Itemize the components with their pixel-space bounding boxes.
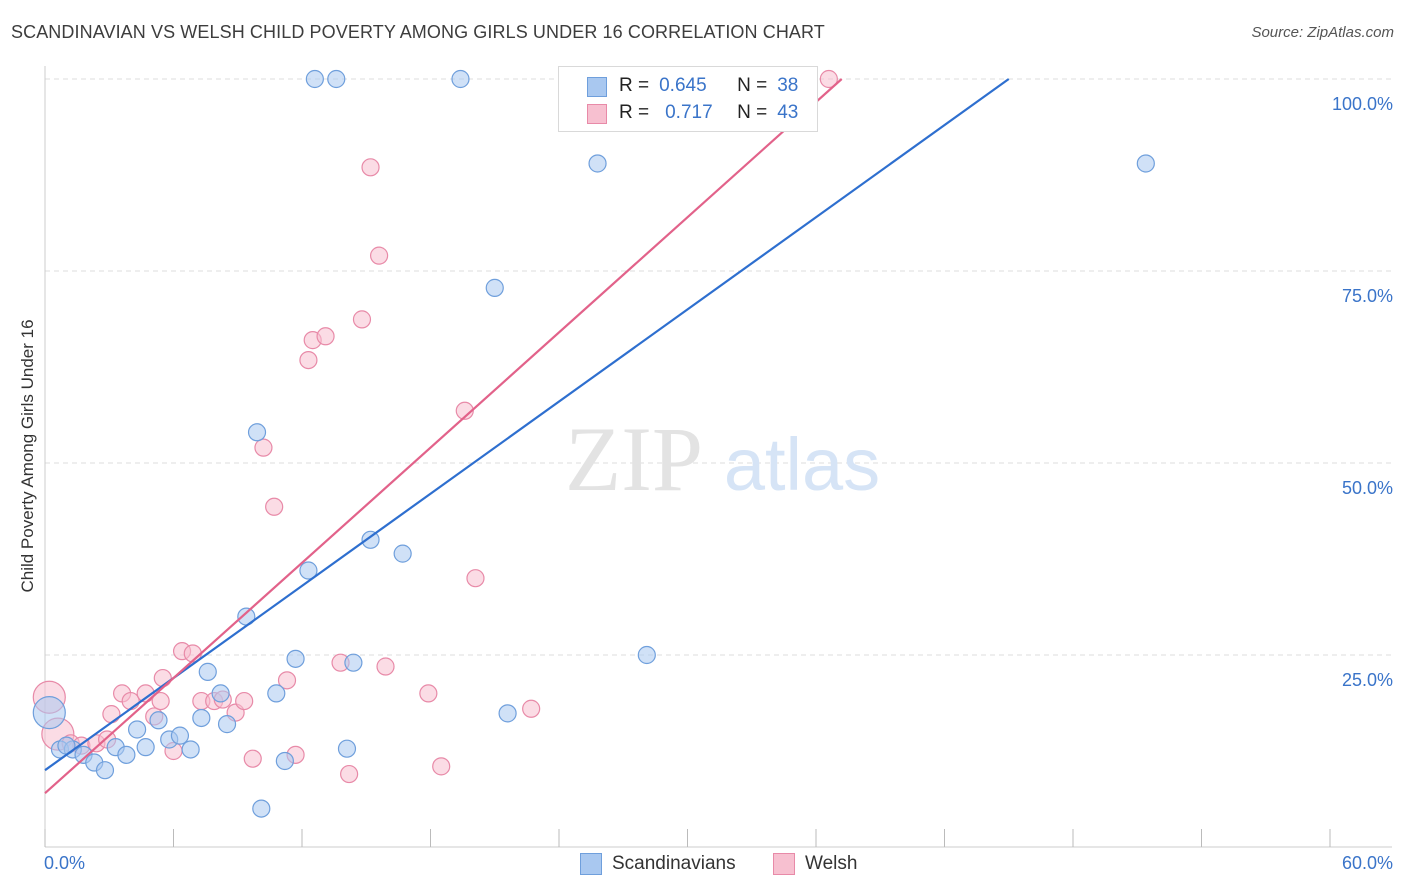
welsh-point	[340, 764, 359, 784]
legend-row-welsh: R = 0.717 N = 43	[619, 100, 798, 126]
welsh-point	[153, 668, 172, 688]
scandinavian-point	[299, 561, 318, 580]
welsh-point	[235, 691, 254, 711]
welsh-point	[265, 497, 284, 516]
legend-row-scandinavians: R = 0.645 N = 38	[619, 73, 798, 99]
y-tick-label: 50.0%	[1342, 478, 1393, 498]
scandinavian-point	[1136, 154, 1155, 173]
scandinavian-point	[198, 662, 217, 681]
r-label: R =	[619, 102, 650, 123]
x-tick-label: 0.0%	[44, 853, 85, 873]
welsh-swatch	[587, 104, 607, 124]
scandinavian-point	[32, 695, 66, 730]
welsh-point	[819, 69, 838, 89]
scandinavian-point	[181, 740, 200, 759]
correlation-legend: R = 0.645 N = 38 R = 0.717 N = 43	[558, 66, 818, 132]
trend-lines	[44, 78, 1010, 795]
scandinavian-point	[170, 726, 190, 745]
scandinavians-swatch	[587, 77, 607, 97]
welsh-point	[361, 158, 380, 177]
n-value-scandinavians: 38	[777, 75, 799, 96]
scandinavian-point	[117, 745, 136, 764]
scandinavian-point	[305, 69, 324, 89]
chart-title: SCANDINAVIAN VS WELSH CHILD POVERTY AMON…	[11, 22, 825, 42]
welsh-point	[102, 705, 121, 724]
watermark-zip: ZIP	[565, 408, 703, 510]
scandinavian-point	[252, 799, 271, 818]
welsh-points	[32, 69, 838, 784]
axes	[44, 66, 1392, 848]
source-note: Source: ZipAtlas.com	[1251, 24, 1394, 41]
tick-labels: 25.0% 50.0% 75.0% 100.0% 0.0% 60.0%	[44, 94, 1393, 873]
welsh-point	[419, 684, 438, 703]
scandinavian-point	[267, 684, 286, 703]
scandinavian-point	[637, 645, 656, 665]
welsh-point	[370, 246, 389, 265]
scandinavian-point	[337, 739, 357, 758]
scandinavian-point	[247, 423, 267, 442]
scandinavian-point	[275, 751, 294, 771]
welsh-point	[121, 691, 140, 711]
r-value-welsh: 0.717	[665, 102, 713, 123]
welsh-point	[316, 327, 335, 346]
legend-label-welsh: Welsh	[805, 853, 858, 874]
scandinavian-point	[217, 715, 237, 734]
welsh-point	[352, 310, 372, 329]
y-tick-label: 100.0%	[1332, 94, 1393, 114]
scandinavian-point	[327, 69, 346, 89]
legend-item-welsh: Welsh	[773, 852, 857, 876]
scandinavian-point	[149, 711, 168, 730]
x-tick-label: 60.0%	[1342, 853, 1393, 873]
scandinavian-point	[211, 684, 230, 703]
legend-label-scandinavians: Scandinavians	[612, 853, 736, 874]
welsh-point	[376, 657, 395, 676]
gridlines	[45, 78, 1392, 656]
scandinavian-point	[136, 738, 155, 757]
n-label: N =	[737, 102, 768, 123]
n-value-welsh: 43	[777, 102, 799, 123]
y-tick-label: 75.0%	[1342, 286, 1393, 306]
n-label: N =	[737, 75, 768, 96]
watermark: ZIP atlas	[565, 408, 880, 510]
r-label: R =	[619, 75, 650, 96]
scandinavian-point	[361, 530, 380, 549]
welsh-point	[254, 438, 273, 457]
scandinavian-point	[498, 704, 517, 723]
scandinavian-point	[192, 708, 211, 728]
scandinavian-point	[485, 278, 504, 297]
legend-item-scandinavians: Scandinavians	[580, 852, 736, 876]
welsh-trend-line	[44, 78, 843, 795]
welsh-point	[151, 691, 170, 711]
scandinavian-point	[286, 649, 305, 668]
welsh-point	[432, 757, 451, 776]
scandinavian-point	[393, 544, 412, 563]
welsh-point	[277, 671, 297, 690]
scandinavians-legend-swatch	[580, 853, 602, 875]
welsh-point	[243, 749, 262, 768]
r-value-scandinavians: 0.645	[659, 75, 707, 96]
welsh-legend-swatch	[773, 853, 795, 875]
scandinavian-point	[95, 761, 115, 780]
scandinavian-point	[588, 154, 607, 173]
scandinavians-trend-line	[44, 78, 1010, 772]
welsh-point	[299, 350, 318, 370]
y-tick-label: 25.0%	[1342, 670, 1393, 690]
welsh-point	[522, 699, 541, 718]
welsh-point	[466, 569, 485, 588]
scandinavian-points	[32, 69, 1155, 818]
scandinavian-point	[344, 653, 363, 672]
scandinavian-point	[451, 69, 470, 89]
scandinavian-point	[127, 720, 147, 739]
watermark-atlas: atlas	[724, 423, 880, 506]
